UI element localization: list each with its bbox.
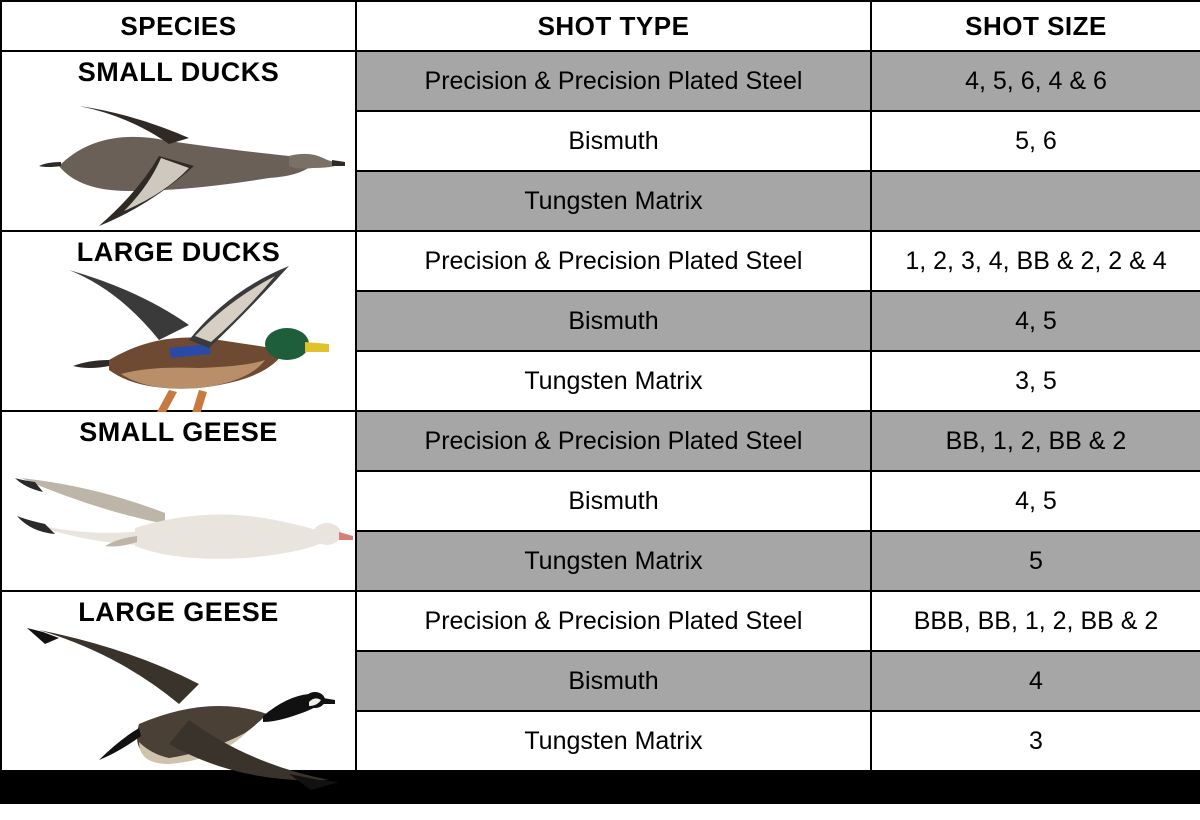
table-row: LARGE GEESE [1,591,1200,651]
shot-size-cell: 5, 6 [871,111,1200,171]
shot-type-cell: Precision & Precision Plated Steel [356,231,871,291]
shot-type-cell: Tungsten Matrix [356,531,871,591]
table-row: LARGE DUCKS [1,231,1200,291]
shot-type-cell: Bismuth [356,651,871,711]
shot-size-cell: BBB, BB, 1, 2, BB & 2 [871,591,1200,651]
shot-type-cell: Tungsten Matrix [356,351,871,411]
shot-size-cell: 1, 2, 3, 4, BB & 2, 2 & 4 [871,231,1200,291]
shot-selection-table: SPECIES SHOT TYPE SHOT SIZE SMALL DUCKS [0,0,1200,772]
shot-type-cell: Precision & Precision Plated Steel [356,411,871,471]
small-goose-icon [9,452,349,582]
shot-type-cell: Precision & Precision Plated Steel [356,591,871,651]
species-cell-large-geese: LARGE GEESE [1,591,356,771]
shot-size-cell: 3 [871,711,1200,771]
col-header-species: SPECIES [1,1,356,51]
shot-size-cell: BB, 1, 2, BB & 2 [871,411,1200,471]
shot-size-cell: 4, 5, 6, 4 & 6 [871,51,1200,111]
species-title: SMALL DUCKS [6,58,351,88]
shot-size-cell: 4 [871,651,1200,711]
species-title: SMALL GEESE [6,418,351,448]
table-header-row: SPECIES SHOT TYPE SHOT SIZE [1,1,1200,51]
shot-type-cell: Bismuth [356,291,871,351]
shot-type-cell: Tungsten Matrix [356,171,871,231]
shot-type-cell: Tungsten Matrix [356,711,871,771]
species-cell-small-ducks: SMALL DUCKS [1,51,356,231]
shot-type-cell: Bismuth [356,111,871,171]
shot-size-cell: 4, 5 [871,471,1200,531]
shot-size-cell [871,171,1200,231]
shot-type-cell: Precision & Precision Plated Steel [356,51,871,111]
col-header-shot-type: SHOT TYPE [356,1,871,51]
species-cell-large-ducks: LARGE DUCKS [1,231,356,411]
table-row: SMALL GEESE [1,411,1200,471]
large-duck-icon [29,260,329,420]
small-duck-icon [29,86,329,226]
col-header-shot-size: SHOT SIZE [871,1,1200,51]
species-cell-small-geese: SMALL GEESE [1,411,356,591]
table-row: SMALL DUCKS [1,51,1200,111]
shot-size-cell: 5 [871,531,1200,591]
shot-size-cell: 3, 5 [871,351,1200,411]
large-goose-icon [9,620,349,820]
shot-size-cell: 4, 5 [871,291,1200,351]
shot-type-cell: Bismuth [356,471,871,531]
